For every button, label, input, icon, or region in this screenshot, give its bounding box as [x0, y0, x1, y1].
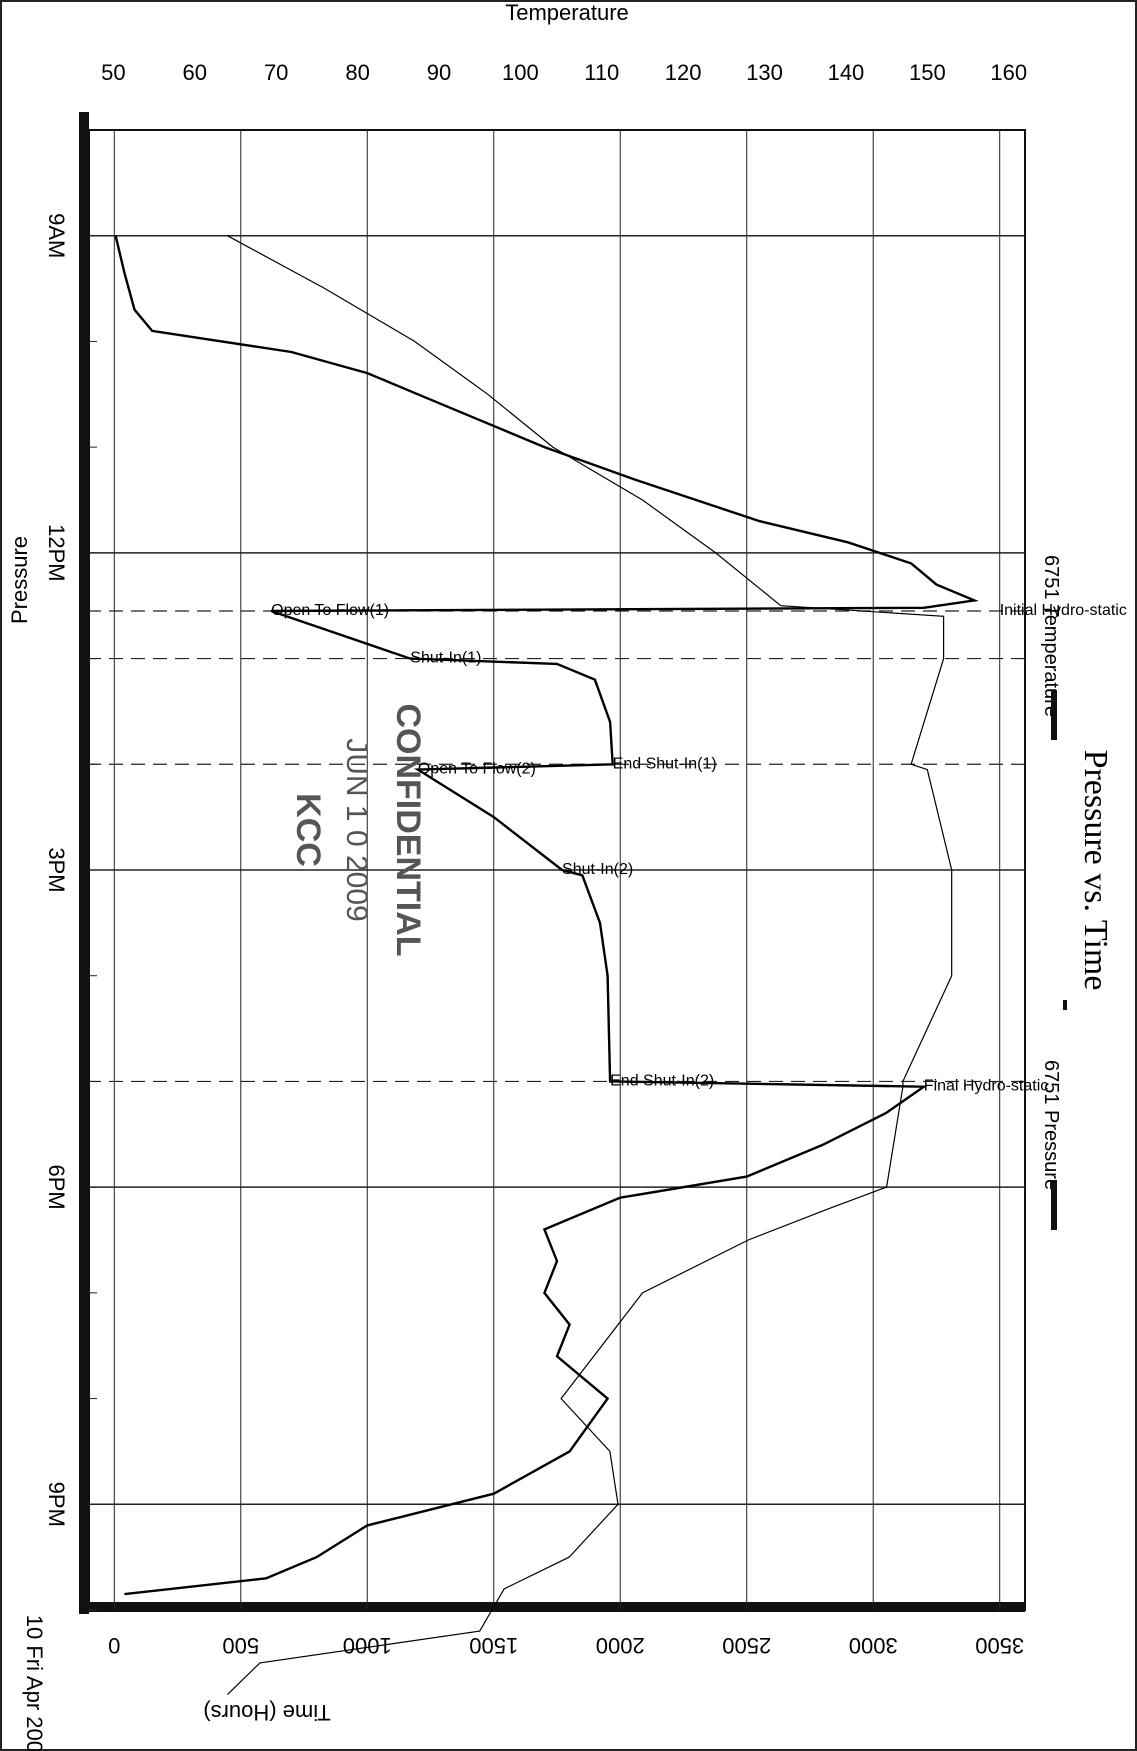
x-tick-label: 9PM	[44, 1482, 69, 1527]
y-left-tick-label: 0	[108, 1633, 120, 1658]
legend-pressure-line	[1051, 1180, 1057, 1230]
series-layer	[114, 235, 979, 1696]
annotations: Initial Hydro-static Open To Flow(1) Shut-…	[271, 602, 1127, 1095]
y-left-tick-label: 2000	[596, 1633, 645, 1658]
x-axis-label: Time (Hours)	[203, 1700, 331, 1725]
confidential-stamp: CONFIDENTIAL JUN 1 0 2009 KCC	[289, 703, 427, 956]
y-right-tick-label: 80	[345, 60, 369, 85]
y-right-tick-label: 90	[427, 60, 451, 85]
annotation-label: End Shut-In(1)	[613, 755, 717, 772]
tick-labels: 9AM12PM3PM6PM9PM350030002500200015001000…	[44, 60, 1027, 1658]
stamp-confidential: CONFIDENTIAL	[389, 703, 427, 956]
y-right-tick-label: 50	[101, 60, 125, 85]
y-left-tick-label: 1000	[343, 1633, 392, 1658]
time-axis-bar	[79, 112, 89, 1614]
y-left-tick-label: 500	[222, 1633, 259, 1658]
pressure-axis-bar	[79, 1602, 1025, 1612]
x-tick-label: 3PM	[44, 847, 69, 892]
y-left-label: Pressure	[7, 536, 32, 624]
annotation-label: Open To Flow(1)	[271, 602, 389, 619]
temperature-series-line	[226, 235, 953, 1696]
x-tick-label: 12PM	[44, 524, 69, 581]
y-right-tick-label: 150	[909, 60, 946, 85]
y-right-tick-label: 60	[183, 60, 207, 85]
grid	[89, 130, 1025, 1611]
y-right-label: Temperature	[505, 0, 629, 25]
y-right-tick-label: 130	[746, 60, 783, 85]
y-left-tick-label: 1500	[469, 1633, 518, 1658]
y-right-tick-label: 110	[584, 60, 619, 85]
annotation-label: Initial Hydro-static	[1000, 602, 1127, 619]
y-left-tick-label: 3000	[849, 1633, 898, 1658]
legend-temperature-line	[1051, 690, 1057, 740]
legend-pressure-swatch	[1063, 1000, 1067, 1010]
chart-title: Pressure vs. Time	[1077, 750, 1114, 991]
annotation-label: Shut-In(1)	[410, 650, 481, 667]
y-left-tick-label: 3500	[975, 1633, 1024, 1658]
y-right-tick-label: 160	[990, 60, 1027, 85]
x-tick-label: 9AM	[44, 213, 69, 258]
stamp-kcc: KCC	[289, 793, 327, 867]
annotation-label: Open To Flow(2)	[418, 761, 536, 778]
legend-temperature: 6751 Temperature	[1040, 555, 1062, 717]
annotation-label: Final Hydro-static	[924, 1078, 1048, 1095]
annotation-label: Shut-In(2)	[562, 861, 633, 878]
date-label: 10 Fri Apr 2009	[22, 1615, 47, 1751]
y-right-tick-label: 120	[665, 60, 702, 85]
y-left-tick-label: 2500	[722, 1633, 771, 1658]
annotation-label: End Shut-In(2)	[610, 1072, 714, 1089]
legend-pressure: 6751 Pressure	[1040, 1060, 1062, 1190]
x-tick-label: 6PM	[44, 1165, 69, 1210]
y-right-tick-label: 140	[828, 60, 865, 85]
pressure-series-line	[114, 235, 979, 1596]
y-right-tick-label: 100	[502, 60, 539, 85]
y-right-tick-label: 70	[264, 60, 288, 85]
stamp-date: JUN 1 0 2009	[340, 738, 373, 921]
